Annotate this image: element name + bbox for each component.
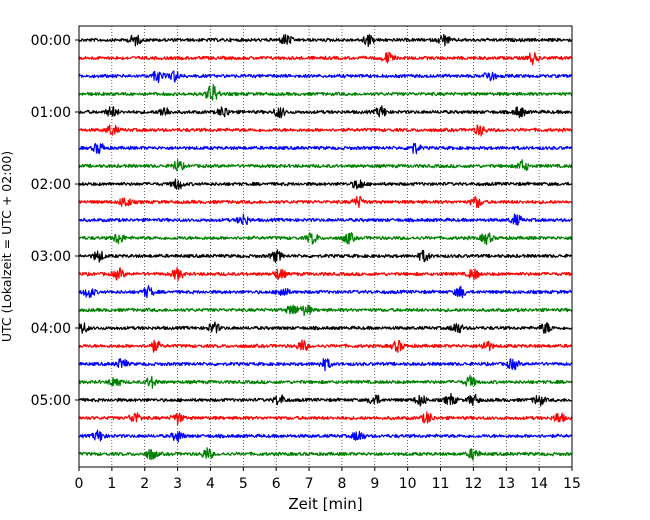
plot-frame	[78, 25, 573, 468]
x-tick-label: 4	[206, 476, 215, 492]
seismic-trace	[78, 429, 573, 443]
seismic-trace	[78, 285, 573, 299]
x-tick-label: 0	[75, 476, 84, 492]
seismic-trace	[78, 447, 573, 461]
x-tick-label: 7	[305, 476, 314, 492]
x-tick-label: 5	[239, 476, 248, 492]
seismic-trace	[78, 83, 573, 101]
y-tick-label: 05:00	[31, 393, 71, 409]
seismic-trace	[78, 304, 573, 317]
seismic-trace	[78, 105, 573, 119]
y-axis-ticks: 00:00 01:00 02:00 03:00 04:00 05:00	[31, 33, 79, 409]
x-tick-label: 2	[140, 476, 149, 492]
x-tick-label: 9	[370, 476, 379, 492]
x-axis-ticks: 0 1 2 3 4 5 6 7 8 9 10 11 12 13 14 15	[75, 467, 581, 492]
x-axis-label: Zeit [min]	[288, 495, 362, 513]
seismic-trace	[78, 339, 573, 354]
seismic-trace	[78, 70, 573, 84]
x-tick-label: 13	[497, 476, 515, 492]
x-tick-label: 15	[563, 476, 581, 492]
seismic-trace	[78, 411, 573, 426]
x-tick-label: 12	[464, 476, 482, 492]
seismic-trace	[78, 142, 573, 155]
x-tick-label: 6	[272, 476, 281, 492]
seismic-trace	[78, 357, 573, 372]
seismic-trace	[78, 213, 573, 226]
seismic-trace	[78, 374, 573, 389]
x-tick-label: 1	[107, 476, 116, 492]
seismic-trace	[78, 195, 573, 209]
y-tick-label: 04:00	[31, 321, 71, 337]
seismic-trace	[78, 33, 573, 48]
seismic-trace	[78, 124, 573, 137]
x-tick-label: 10	[399, 476, 417, 492]
seismogram-traces	[78, 33, 573, 461]
seismic-trace	[78, 249, 573, 263]
seismic-trace	[78, 392, 573, 407]
seismic-trace	[78, 159, 573, 172]
y-tick-label: 03:00	[31, 249, 71, 265]
y-tick-label: 02:00	[31, 177, 71, 193]
seismic-trace	[78, 267, 573, 281]
seismic-trace	[78, 232, 573, 246]
x-tick-label: 14	[530, 476, 548, 492]
x-tick-label: 11	[432, 476, 450, 492]
seismic-trace	[78, 178, 573, 190]
seismic-trace	[78, 321, 573, 334]
seismic-trace	[78, 51, 573, 66]
x-tick-label: 8	[337, 476, 346, 492]
y-tick-label: 01:00	[31, 105, 71, 121]
x-tick-label: 3	[173, 476, 182, 492]
y-axis-label: UTC (Lokalzeit = UTC + 02:00)	[0, 151, 14, 342]
y-tick-label: 00:00	[31, 33, 71, 49]
